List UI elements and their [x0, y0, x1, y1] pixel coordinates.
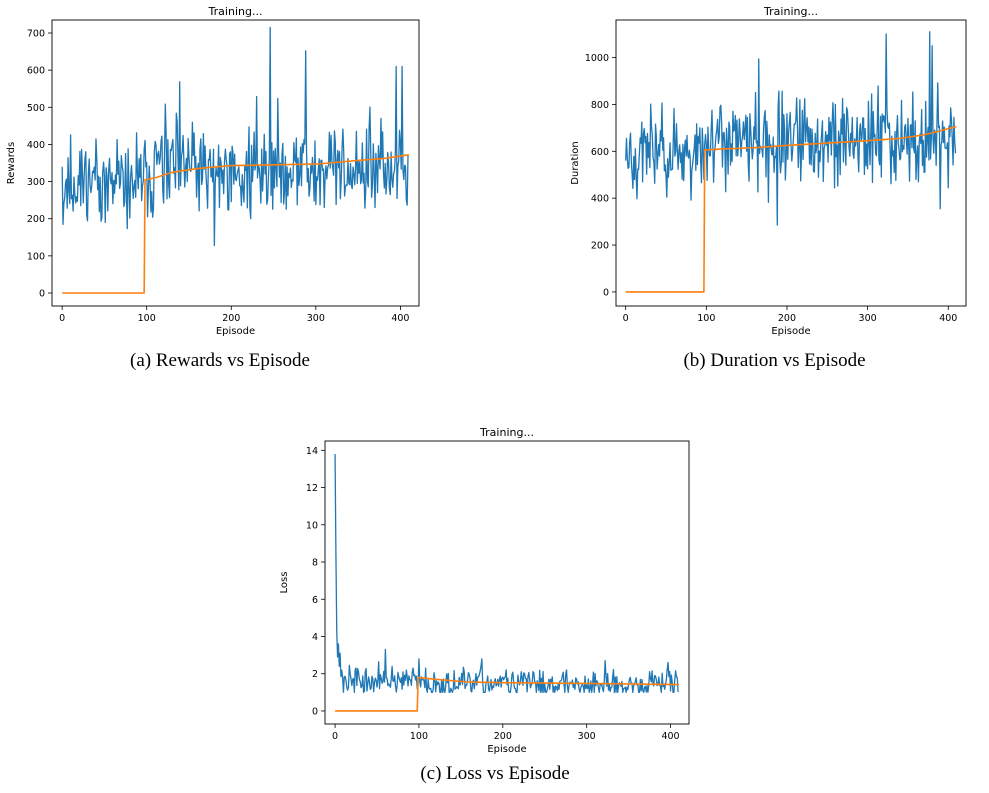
x-tick-label: 200 — [778, 313, 796, 324]
chart-title: Training... — [763, 5, 818, 18]
duration-chart: Training... 0 100 200 300 400 0 200 400 600 800 100… — [570, 5, 967, 337]
caption-loss: (c) Loss vs Episode — [420, 763, 570, 784]
raw-series-line — [625, 31, 957, 226]
x-tick-label: 400 — [391, 313, 409, 324]
y-tick-label: 600 — [27, 66, 45, 77]
y-tick-label: 0 — [603, 287, 609, 298]
x-tick-label: 400 — [661, 731, 679, 742]
y-tick-label: 200 — [27, 214, 45, 225]
y-tick-label: 10 — [306, 520, 318, 531]
rewards-chart: Training... 0 100 200 300 400 0 100 200 300 400 500… — [6, 5, 420, 337]
chart-title: Training... — [208, 5, 263, 18]
chart-panel-loss: Training... 0 100 200 300 400 0 2 4 6 8 10 12 14 Episo… — [275, 420, 715, 760]
x-tick-label: 100 — [410, 731, 428, 742]
y-tick-label: 700 — [27, 29, 45, 40]
moving-average-line — [625, 125, 957, 293]
chart-title: Training... — [479, 426, 534, 439]
y-tick-label: 2 — [312, 669, 318, 680]
raw-series-line — [61, 26, 409, 247]
y-tick-label: 0 — [312, 706, 318, 717]
y-tick-label: 800 — [591, 100, 609, 111]
x-tick-label: 300 — [307, 313, 325, 324]
x-tick-label: 0 — [332, 731, 338, 742]
x-axis-label: Episode — [216, 326, 255, 337]
chart-panel-duration: Training... 0 100 200 300 400 0 200 400 600 800 100… — [560, 0, 989, 345]
x-tick-label: 100 — [138, 313, 156, 324]
x-tick-label: 100 — [697, 313, 715, 324]
y-axis-label: Duration — [570, 141, 581, 184]
plot-frame — [324, 440, 690, 725]
chart-panel-rewards: Training... 0 100 200 300 400 0 100 200 300 400 500… — [0, 0, 440, 345]
y-tick-label: 6 — [312, 595, 318, 606]
caption-rewards: (a) Rewards vs Episode — [130, 350, 310, 371]
plot-frame — [51, 19, 420, 307]
x-tick-label: 400 — [939, 313, 957, 324]
y-tick-label: 12 — [306, 483, 318, 494]
y-tick-label: 4 — [312, 632, 318, 643]
caption-duration: (b) Duration vs Episode — [683, 350, 866, 371]
x-axis-label: Episode — [487, 744, 526, 755]
y-tick-label: 400 — [27, 140, 45, 151]
y-tick-label: 1000 — [585, 53, 609, 64]
x-tick-label: 200 — [222, 313, 240, 324]
y-tick-label: 400 — [591, 194, 609, 205]
y-tick-label: 200 — [591, 241, 609, 252]
y-tick-label: 100 — [27, 251, 45, 262]
y-tick-label: 0 — [39, 289, 45, 300]
moving-average-line — [335, 676, 679, 712]
y-tick-label: 14 — [306, 446, 318, 457]
x-tick-label: 300 — [859, 313, 877, 324]
y-tick-label: 300 — [27, 177, 45, 188]
x-tick-label: 0 — [623, 313, 629, 324]
plot-frame — [615, 19, 967, 307]
y-axis-label: Loss — [279, 572, 290, 594]
x-axis-label: Episode — [771, 326, 810, 337]
moving-average-line — [62, 154, 409, 294]
y-tick-label: 600 — [591, 147, 609, 158]
raw-series-line — [334, 454, 679, 693]
y-tick-label: 8 — [312, 558, 318, 569]
x-tick-label: 0 — [59, 313, 65, 324]
loss-chart: Training... 0 100 200 300 400 0 2 4 6 8 10 12 14 Episo… — [279, 426, 690, 755]
x-tick-label: 200 — [494, 731, 512, 742]
x-tick-label: 300 — [578, 731, 596, 742]
y-axis-label: Rewards — [6, 142, 17, 184]
y-tick-label: 500 — [27, 103, 45, 114]
